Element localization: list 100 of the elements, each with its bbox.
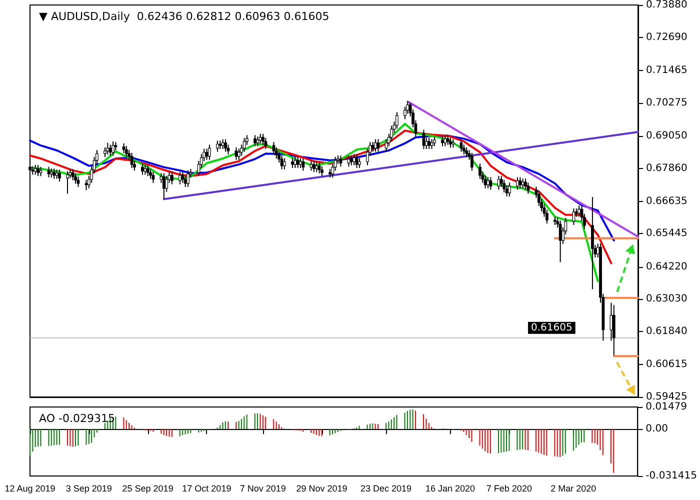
candlestick	[141, 163, 144, 176]
candlestick	[58, 169, 61, 182]
candlestick	[36, 164, 40, 177]
candlestick	[258, 133, 262, 144]
candlestick	[149, 168, 152, 180]
candlestick	[280, 155, 284, 170]
candlestick	[484, 175, 487, 189]
candlestick	[449, 137, 452, 148]
candlestick	[465, 146, 468, 158]
candlestick	[264, 137, 268, 150]
candlestick	[497, 175, 500, 190]
candlestick	[508, 182, 511, 197]
candlestick	[262, 133, 264, 146]
candlestick	[296, 156, 300, 168]
candlestick	[144, 164, 147, 176]
candlestick	[170, 171, 174, 185]
candlestick	[358, 158, 361, 168]
x-tick-label: 16 Jan 2020	[426, 484, 476, 494]
candlestick	[578, 205, 581, 218]
x-tick-label: 2 Mar 2020	[550, 484, 596, 494]
line-series	[29, 122, 599, 282]
y-tick-label: 0.73880	[646, 0, 688, 10]
candlestick	[470, 152, 474, 172]
candlestick	[283, 158, 286, 170]
candlestick	[428, 137, 431, 150]
candlestick	[424, 137, 428, 150]
candlestick	[106, 142, 110, 155]
candlestick	[256, 136, 260, 147]
candlestick	[208, 144, 211, 160]
candlestick	[152, 171, 155, 184]
ref-line-label: 0.61605	[531, 322, 572, 334]
y-tick-label: 0.70275	[646, 97, 688, 108]
candlestick	[347, 155, 350, 168]
x-tick-label: 3 Sep 2019	[66, 484, 112, 494]
candlestick	[178, 171, 182, 185]
candlestick	[39, 166, 42, 177]
candlestick	[591, 196, 594, 290]
candlestick	[350, 155, 353, 166]
y-tick-label: 0.61840	[646, 326, 688, 338]
y-tick-label: 0.64220	[646, 261, 688, 272]
candlestick	[47, 166, 50, 178]
candlestick	[441, 136, 444, 147]
x-tick-label: 12 Aug 2019	[4, 484, 56, 494]
candlestick	[444, 134, 447, 147]
candlestick	[74, 172, 77, 184]
candlestick	[612, 304, 616, 356]
candlestick	[130, 152, 134, 168]
candlestick	[396, 112, 398, 130]
candlestick	[104, 146, 106, 158]
x-tick-label: 17 Oct 2019	[182, 484, 232, 494]
candlestick	[52, 168, 56, 180]
candlestick	[315, 162, 318, 173]
candlestick	[71, 168, 74, 181]
candlestick	[34, 164, 37, 176]
candlestick	[76, 176, 80, 188]
y-tick-label: -0.031415	[646, 470, 698, 482]
y-tick-label: 0.59425	[646, 392, 688, 402]
candlestick	[122, 142, 126, 154]
candlestick	[518, 176, 522, 189]
candlestick	[526, 182, 530, 194]
candlestick	[302, 158, 305, 172]
candlestick	[237, 148, 240, 160]
candlestick	[299, 158, 302, 168]
candlestick	[242, 137, 246, 152]
candlestick	[224, 138, 227, 152]
line-series	[29, 134, 615, 242]
candlestick	[478, 163, 482, 180]
candlestick	[320, 166, 324, 177]
candlestick	[84, 179, 88, 191]
candlestick	[294, 156, 297, 168]
candlestick	[446, 134, 450, 146]
candlestick	[516, 176, 519, 190]
text: ▼ AUDUSD,Daily 0.62436 0.62812 0.60963 0.61605	[39, 10, 330, 23]
y-tick-label: 0.72690	[646, 32, 688, 43]
candlestick	[376, 138, 380, 152]
candlestick	[433, 136, 436, 147]
candlestick	[186, 170, 190, 188]
candlestick	[291, 158, 294, 168]
x-tick-label: 25 Sep 2019	[122, 484, 174, 494]
candlestick	[221, 138, 224, 150]
y-tick-label: 0.67860	[646, 162, 688, 174]
y-tick-label: 0.69050	[646, 130, 688, 142]
candlestick	[181, 171, 184, 184]
candlestick	[430, 138, 434, 150]
y-tick-label: 0.71465	[646, 64, 688, 76]
candlestick	[124, 146, 128, 158]
candlestick	[112, 140, 114, 156]
text: AO -0.029315	[39, 412, 115, 425]
candlestick	[558, 220, 562, 263]
candlestick	[146, 164, 150, 177]
candlestick	[352, 154, 356, 166]
x-tick-label: 29 Nov 2019	[296, 484, 348, 494]
y-tick-label: 0.00	[646, 424, 668, 435]
candlestick	[339, 155, 342, 168]
candlestick	[312, 160, 316, 173]
y-tick-label: 0.63030	[646, 294, 688, 305]
x-tick-label: 7 Nov 2019	[240, 484, 286, 494]
candlestick	[310, 160, 313, 172]
candlestick	[502, 179, 506, 193]
x-tick-label: 7 Feb 2020	[486, 484, 532, 494]
